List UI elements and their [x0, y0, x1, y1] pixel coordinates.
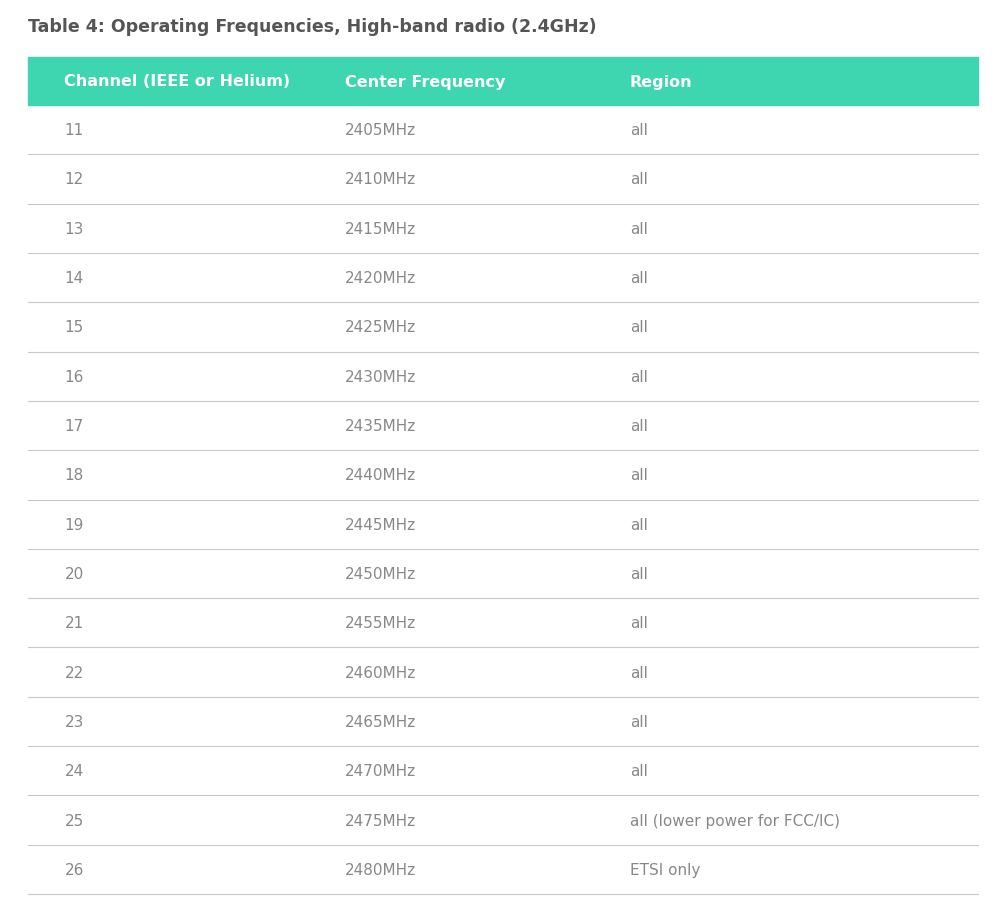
- Text: Center Frequency: Center Frequency: [345, 75, 505, 89]
- Text: ETSI only: ETSI only: [630, 862, 700, 877]
- Text: 2470MHz: 2470MHz: [345, 763, 415, 778]
- Text: 2450MHz: 2450MHz: [345, 566, 415, 581]
- Text: Channel (IEEE or Helium): Channel (IEEE or Helium): [64, 75, 291, 89]
- Text: all: all: [630, 566, 648, 581]
- Text: 13: 13: [64, 222, 83, 236]
- Text: 19: 19: [64, 517, 83, 532]
- Text: 11: 11: [64, 123, 83, 138]
- Text: 2410MHz: 2410MHz: [345, 172, 415, 188]
- Text: all: all: [630, 714, 648, 729]
- Text: 12: 12: [64, 172, 83, 188]
- Bar: [28, 58, 978, 106]
- Text: 2440MHz: 2440MHz: [345, 468, 415, 483]
- Text: 2455MHz: 2455MHz: [345, 615, 415, 630]
- Text: 2420MHz: 2420MHz: [345, 271, 415, 286]
- Text: 2460MHz: 2460MHz: [345, 665, 416, 680]
- Text: all (lower power for FCC/IC): all (lower power for FCC/IC): [630, 813, 840, 828]
- Text: 2415MHz: 2415MHz: [345, 222, 415, 236]
- Text: Region: Region: [630, 75, 692, 89]
- Text: 2405MHz: 2405MHz: [345, 123, 415, 138]
- Text: 16: 16: [64, 369, 83, 384]
- Text: all: all: [630, 517, 648, 532]
- Text: 17: 17: [64, 419, 83, 434]
- Text: 14: 14: [64, 271, 83, 286]
- Text: 25: 25: [64, 813, 83, 828]
- Text: 2445MHz: 2445MHz: [345, 517, 415, 532]
- Text: all: all: [630, 271, 648, 286]
- Text: 23: 23: [64, 714, 83, 729]
- Text: 2475MHz: 2475MHz: [345, 813, 415, 828]
- Text: 2435MHz: 2435MHz: [345, 419, 416, 434]
- Text: 26: 26: [64, 862, 83, 877]
- Text: 15: 15: [64, 320, 83, 335]
- Text: all: all: [630, 172, 648, 188]
- Text: 2480MHz: 2480MHz: [345, 862, 415, 877]
- Text: 2465MHz: 2465MHz: [345, 714, 416, 729]
- Text: all: all: [630, 763, 648, 778]
- Text: Table 4: Operating Frequencies, High-band radio (2.4GHz): Table 4: Operating Frequencies, High-ban…: [28, 18, 597, 36]
- Text: all: all: [630, 468, 648, 483]
- Text: 2430MHz: 2430MHz: [345, 369, 416, 384]
- Text: 22: 22: [64, 665, 83, 680]
- Text: all: all: [630, 615, 648, 630]
- Text: 21: 21: [64, 615, 83, 630]
- Text: 18: 18: [64, 468, 83, 483]
- Text: all: all: [630, 222, 648, 236]
- Text: 20: 20: [64, 566, 83, 581]
- Text: all: all: [630, 665, 648, 680]
- Text: 24: 24: [64, 763, 83, 778]
- Text: all: all: [630, 123, 648, 138]
- Text: all: all: [630, 369, 648, 384]
- Text: all: all: [630, 419, 648, 434]
- Text: 2425MHz: 2425MHz: [345, 320, 415, 335]
- Text: all: all: [630, 320, 648, 335]
